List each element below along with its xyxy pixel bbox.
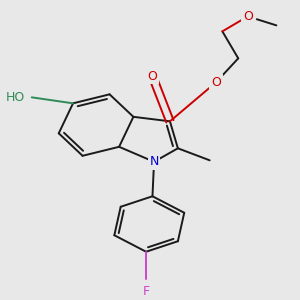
Text: O: O	[211, 76, 221, 89]
Text: N: N	[149, 155, 159, 168]
Text: HO: HO	[6, 91, 26, 104]
Text: F: F	[142, 285, 150, 298]
Text: O: O	[243, 10, 253, 23]
Text: O: O	[148, 70, 158, 83]
